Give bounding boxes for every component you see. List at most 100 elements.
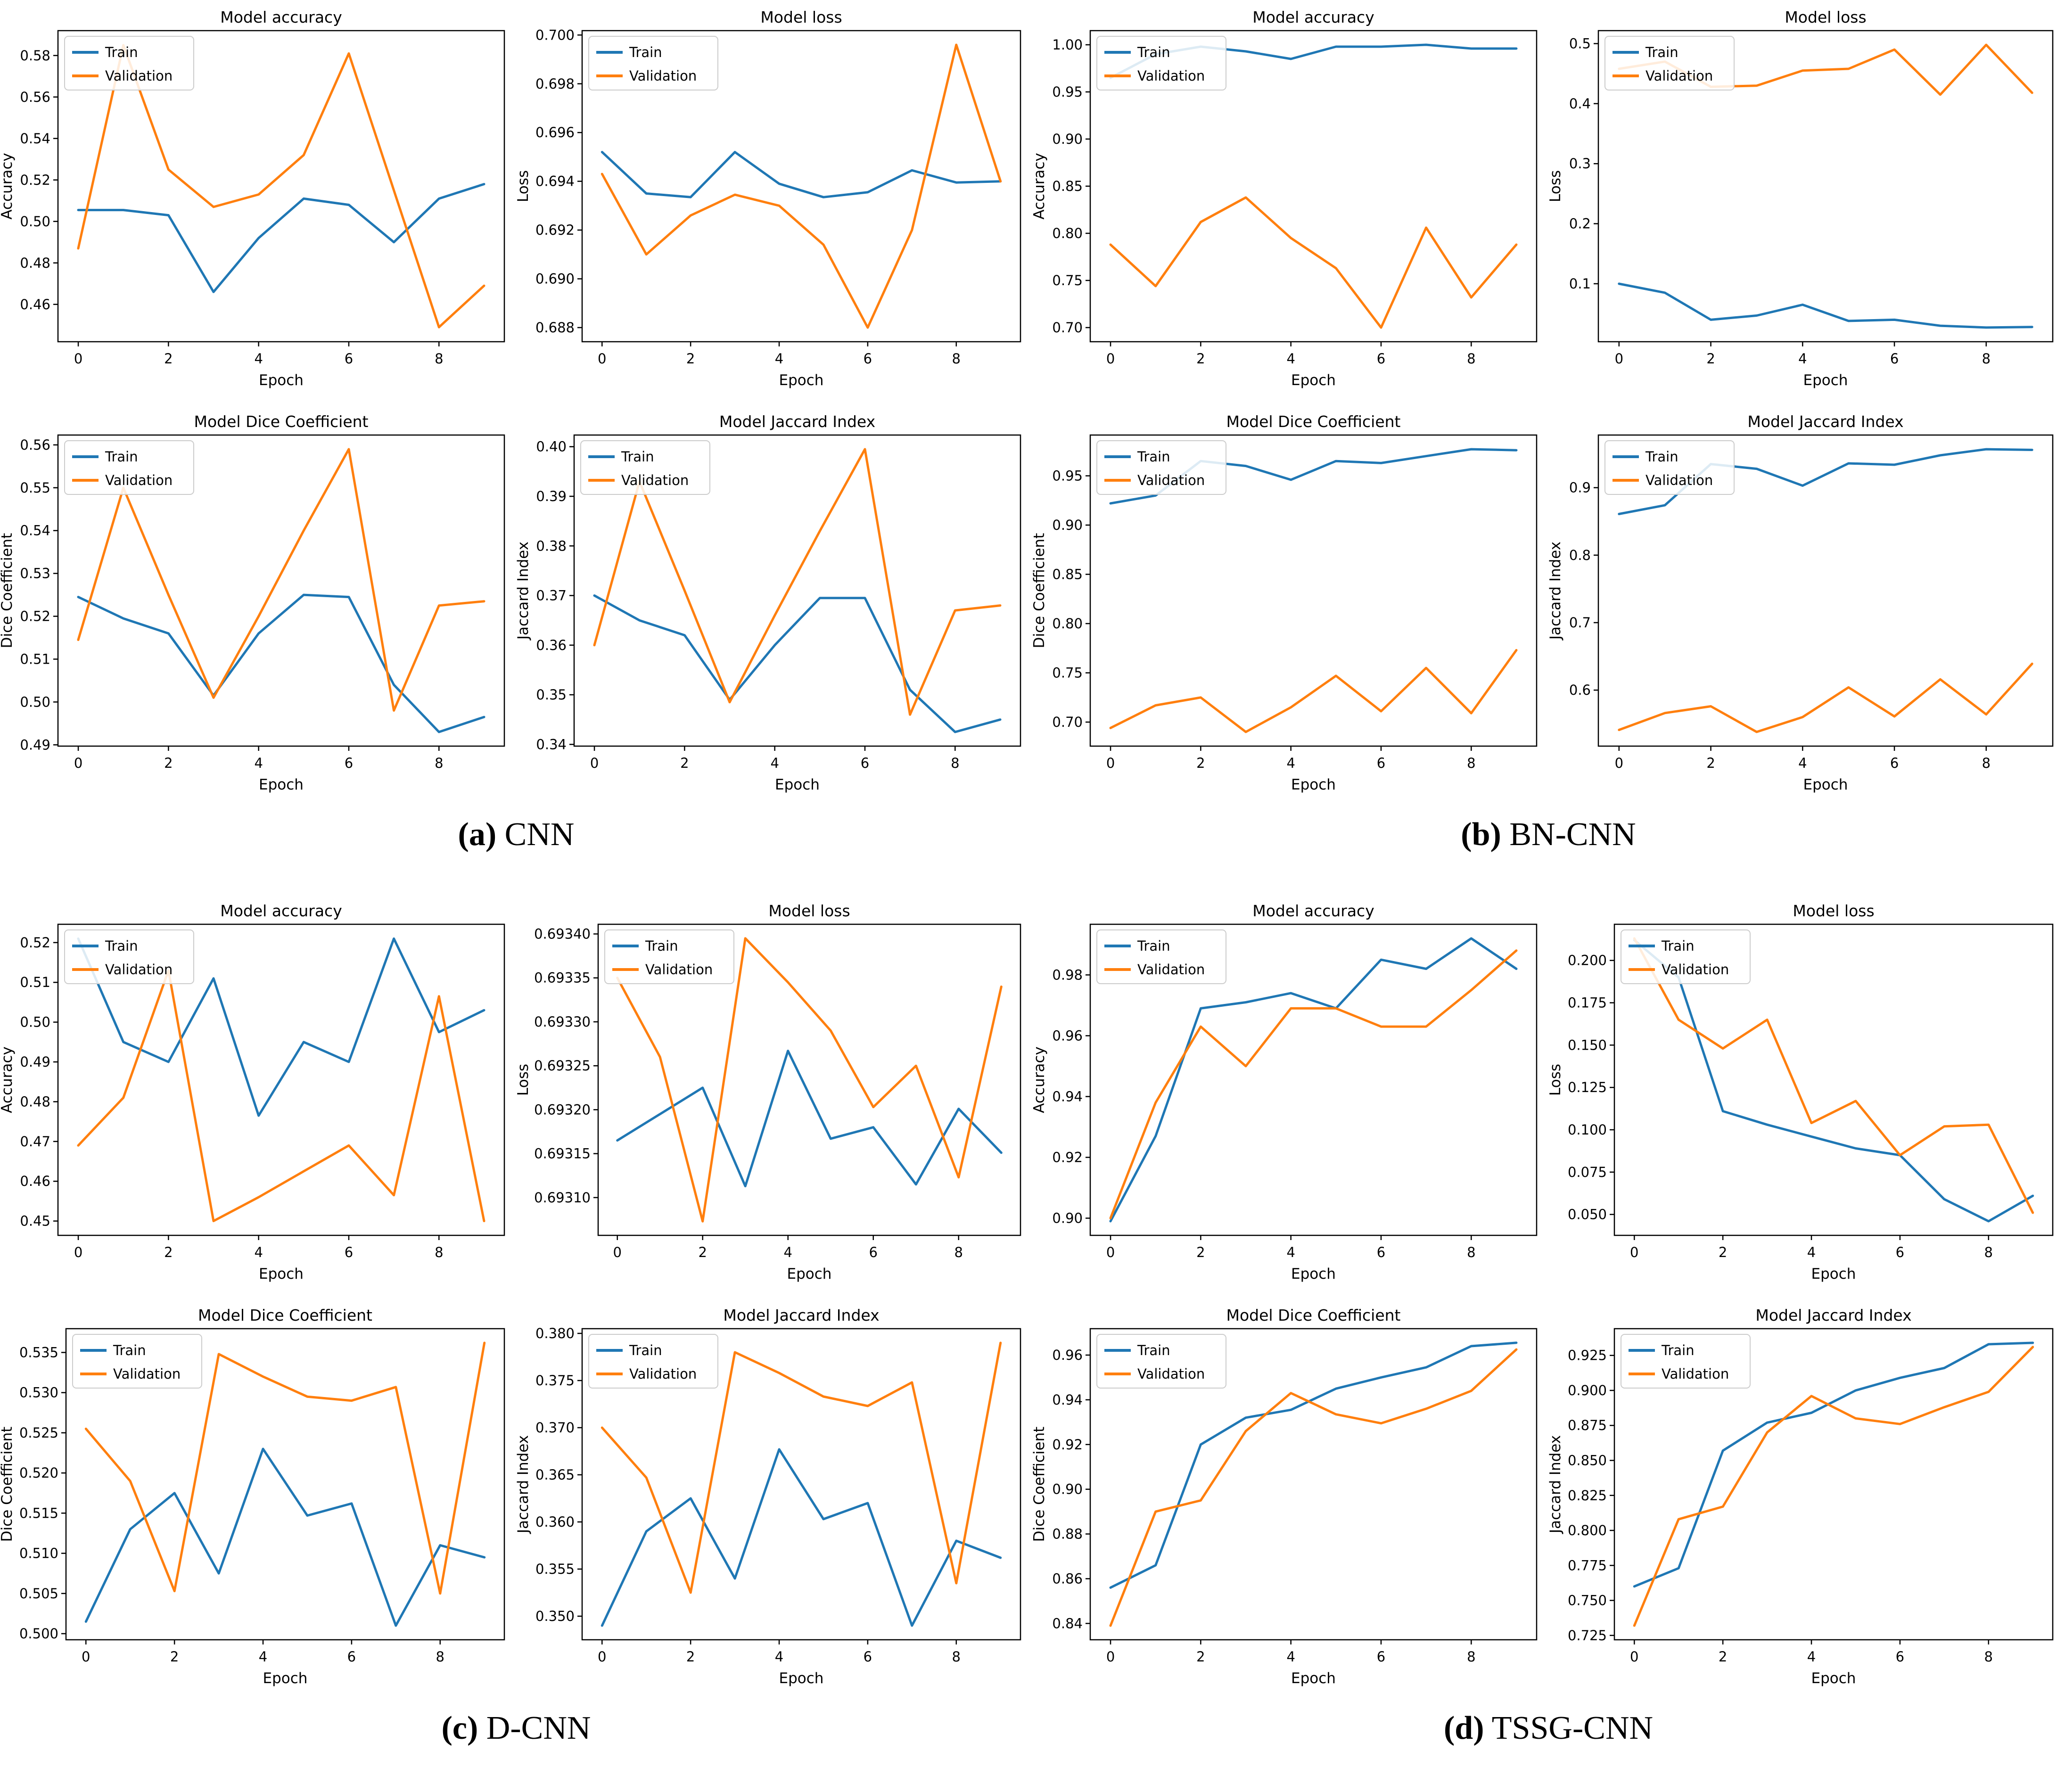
y-tick-label: 0.45 (20, 1213, 50, 1229)
chart-canvas: Model Dice Coefficient 0.500 0.505 0.510 0.5… (0, 1306, 505, 1687)
y-tick-label: 0.100 (1568, 1122, 1607, 1138)
validation-line (77, 44, 485, 329)
chart-canvas: Model Jaccard Index 0.6 0.7 0.8 0.9 0 2 4 6 8 Epoc… (1547, 412, 2054, 793)
x-tick-label: 8 (435, 351, 443, 367)
y-axis-label: Dice Coefficient (0, 533, 16, 649)
x-tick-label: 6 (1896, 1649, 1904, 1665)
chart-title: Model Jaccard Index (719, 412, 875, 431)
y-tick-label: 0.58 (20, 48, 50, 64)
chart-canvas: Model Dice Coefficient 0.49 0.50 0.51 0.52 0.… (0, 412, 505, 793)
y-tick-label: 0.750 (1568, 1593, 1607, 1609)
y-tick-label: 0.70 (1052, 320, 1083, 336)
legend-train-label: Train (1137, 1342, 1170, 1358)
x-tick-label: 4 (1286, 755, 1295, 771)
x-axis-label: Epoch (779, 1670, 824, 1687)
legend-train-label: Train (105, 938, 138, 954)
y-tick-label: 0.530 (19, 1385, 58, 1401)
plot-frame (57, 434, 505, 747)
x-tick-label: 2 (164, 351, 173, 367)
x-axis-label: Epoch (1291, 776, 1336, 793)
validation-line (616, 937, 1003, 1223)
x-tick-label: 6 (1890, 755, 1899, 771)
legend: Train Validation (588, 36, 718, 90)
y-tick-label: 0.69330 (534, 1014, 591, 1030)
y-axis-label: Jaccard Index (1548, 1435, 1564, 1534)
y-tick-label: 0.55 (20, 480, 50, 496)
caption-a-letter: (a) (458, 816, 497, 853)
y-tick-label: 0.8 (1569, 547, 1591, 563)
chart-model-accuracy-b: Model accuracy 0.70 0.75 0.80 0.85 0.90 0.95 1.… (1031, 5, 1548, 396)
y-axis-label: Accuracy (0, 1046, 16, 1113)
caption-c-letter: (c) (441, 1710, 478, 1746)
chart-title: Model accuracy (220, 902, 342, 920)
x-tick-label: 6 (1896, 1244, 1904, 1260)
plot-frame (581, 30, 1021, 343)
train-line (593, 594, 1002, 733)
y-tick-label: 0.5 (1569, 36, 1591, 52)
y-tick-label: 0.80 (1052, 616, 1083, 632)
plot-frame (1089, 923, 1538, 1236)
x-axis-label: Epoch (1803, 776, 1848, 793)
y-axis-label: Loss (1548, 170, 1564, 202)
x-tick-label: 0 (1106, 1244, 1115, 1260)
train-line (77, 937, 485, 1117)
chart-title: Model Dice Coefficient (198, 1306, 372, 1324)
y-tick-label: 0.35 (536, 687, 567, 703)
x-tick-label: 0 (74, 1244, 82, 1260)
chart-title: Model accuracy (1252, 8, 1374, 26)
legend: Train Validation (64, 929, 194, 984)
y-tick-label: 0.515 (19, 1505, 58, 1521)
chart-canvas: Model accuracy 0.45 0.46 0.47 0.48 0.49 0.50 0.… (0, 902, 505, 1282)
y-tick-label: 0.34 (536, 736, 567, 752)
legend-validation-label: Validation (113, 1366, 181, 1382)
y-tick-label: 0.96 (1052, 1028, 1083, 1044)
y-tick-label: 0.98 (1052, 967, 1083, 983)
x-tick-label: 2 (699, 1244, 707, 1260)
caption-c-label: D-CNN (486, 1710, 591, 1746)
y-tick-label: 0.2 (1569, 216, 1591, 232)
x-tick-label: 0 (598, 351, 606, 367)
y-tick-label: 0.85 (1052, 567, 1083, 583)
y-tick-label: 0.88 (1052, 1526, 1083, 1542)
caption-b-label: BN-CNN (1509, 816, 1636, 853)
validation-line (601, 1341, 1002, 1594)
y-tick-label: 0.050 (1568, 1207, 1607, 1223)
y-tick-label: 0.125 (1568, 1079, 1607, 1095)
legend-train-label: Train (645, 938, 678, 954)
y-tick-label: 0.50 (20, 1014, 50, 1030)
x-tick-label: 6 (1377, 1244, 1385, 1260)
y-tick-label: 0.510 (19, 1545, 58, 1562)
chart-canvas: Model Jaccard Index 0.350 0.355 0.360 0.365 0… (515, 1306, 1021, 1687)
x-tick-label: 4 (254, 1244, 263, 1260)
x-tick-label: 8 (954, 1244, 963, 1260)
chart-model-dice-coefficient-b: Model Dice Coefficient 0.70 0.75 0.80 0.85 0.… (1031, 409, 1548, 800)
x-tick-label: 2 (686, 1649, 695, 1665)
y-tick-label: 0.52 (20, 608, 50, 625)
y-axis-label: Dice Coefficient (1032, 1427, 1048, 1542)
y-axis-label: Jaccard Index (1548, 542, 1564, 641)
legend-train-label: Train (105, 44, 138, 60)
chart-grid-a: Model accuracy 0.46 0.48 0.50 0.52 0.54 0.56 0.… (0, 5, 1032, 800)
y-tick-label: 0.075 (1568, 1164, 1607, 1180)
legend-validation-label: Validation (1645, 68, 1713, 84)
y-tick-label: 0.56 (20, 89, 50, 105)
y-tick-label: 0.69340 (534, 926, 591, 942)
chart-model-jaccard-index-b: Model Jaccard Index 0.6 0.7 0.8 0.9 0 2 4 6 8 Epoc… (1547, 409, 2065, 800)
plot-frame (1089, 1328, 1538, 1641)
x-tick-label: 2 (680, 755, 689, 771)
y-tick-label: 0.692 (535, 222, 575, 238)
chart-group-d: Model accuracy 0.90 0.92 0.94 0.96 0.98 0 2 4 6 8 E… (1031, 898, 2065, 1792)
legend-validation-label: Validation (645, 962, 713, 978)
chart-title: Model Jaccard Index (1755, 1306, 1911, 1324)
x-axis-label: Epoch (263, 1670, 308, 1687)
legend-train-label: Train (113, 1342, 146, 1358)
y-tick-label: 0.69315 (534, 1146, 591, 1162)
y-tick-label: 0.90 (1052, 131, 1083, 147)
x-tick-label: 0 (74, 755, 82, 771)
legend: Train Validation (1621, 1334, 1751, 1389)
train-line (1633, 1341, 2034, 1588)
legend-validation-label: Validation (105, 68, 173, 84)
validation-line (1633, 937, 2034, 1214)
caption-a: (a) CNN (458, 818, 575, 851)
